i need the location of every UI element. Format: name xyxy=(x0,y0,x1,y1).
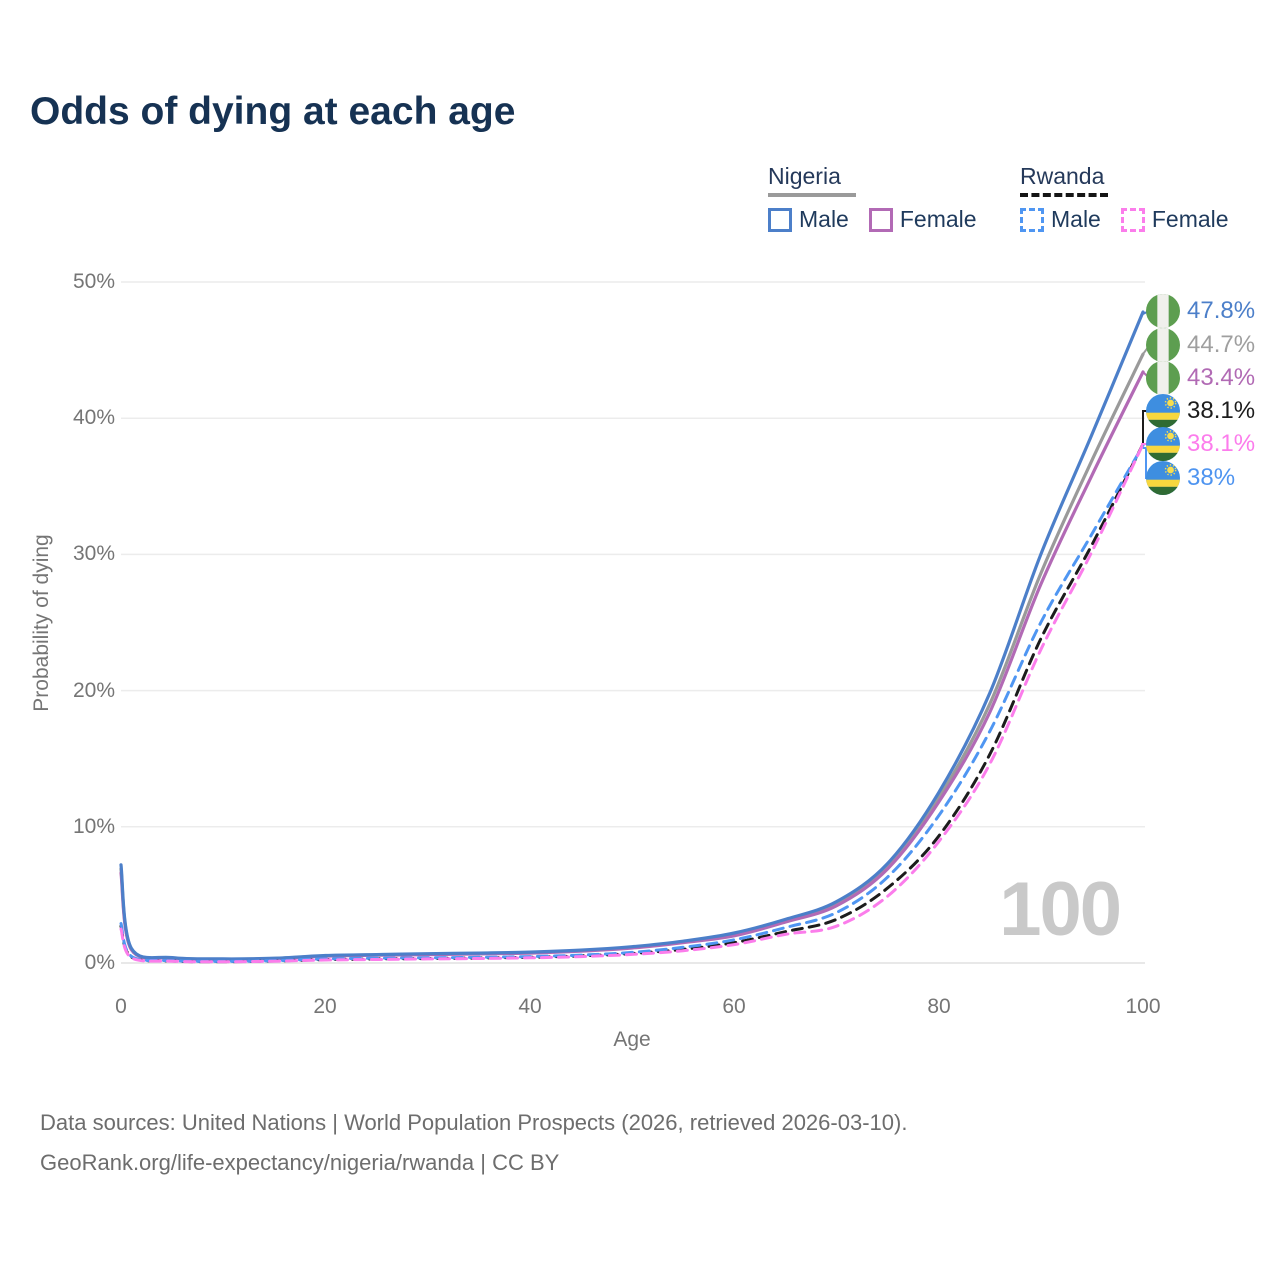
legend-country-rwanda: Rwanda xyxy=(1020,163,1105,189)
x-tick-40: 40 xyxy=(518,995,542,1018)
data-sources-text: Data sources: United Nations | World Pop… xyxy=(40,1110,908,1135)
y-tick-40: 40% xyxy=(72,406,115,429)
end-label-value: 47.8% xyxy=(1187,297,1256,324)
legend-country-nigeria: Nigeria xyxy=(768,163,841,189)
end-label-row: 38% xyxy=(1146,461,1235,495)
nigeria-female-swatch-icon xyxy=(868,207,893,232)
legend-item-nigeria-female[interactable]: Female xyxy=(868,206,977,233)
legend-label: Female xyxy=(899,206,977,232)
x-tick-60: 60 xyxy=(722,995,746,1018)
rwanda-male-swatch-icon xyxy=(1020,207,1044,232)
end-label-value: 43.4% xyxy=(1187,364,1256,391)
legend-item-rwanda-female[interactable]: Female xyxy=(1120,206,1229,233)
legend-group-nigeria: Nigeria Male Female xyxy=(768,163,977,233)
nigeria-flag-icon xyxy=(1146,328,1180,362)
end-label-row: 47.8% xyxy=(1146,294,1255,328)
y-tick-0: 0% xyxy=(84,951,115,974)
rwanda-female-swatch-icon xyxy=(1120,207,1145,232)
attribution-link-text: GeoRank.org/life-expectancy/nigeria/rwan… xyxy=(40,1150,560,1175)
x-tick-100: 100 xyxy=(1125,995,1161,1018)
nigeria-line-style-icon xyxy=(768,193,856,197)
legend-item-nigeria-male[interactable]: Male xyxy=(768,206,849,233)
series-line-nigeria-male[interactable] xyxy=(119,310,1145,961)
nigeria-flag-icon xyxy=(1146,361,1180,395)
nigeria-male-swatch-icon xyxy=(768,207,792,232)
end-label-value: 38% xyxy=(1187,464,1236,491)
rwanda-flag-icon xyxy=(1146,427,1180,461)
x-tick-0: 0 xyxy=(115,995,127,1018)
age-counter-watermark: 100 xyxy=(999,867,1122,952)
rwanda-flag-icon xyxy=(1146,394,1180,428)
legend-group-rwanda: Rwanda Male Female xyxy=(1020,163,1229,233)
y-tick-10: 10% xyxy=(72,815,115,838)
end-label-row: 38.1% xyxy=(1146,427,1255,461)
end-label-value: 44.7% xyxy=(1187,331,1256,358)
x-tick-80: 80 xyxy=(927,995,951,1018)
y-tick-50: 50% xyxy=(72,270,115,293)
x-axis-title: Age xyxy=(613,1028,651,1051)
end-label-row: 38.1% xyxy=(1146,394,1255,428)
x-tick-20: 20 xyxy=(313,995,337,1018)
series-line-rwanda-male[interactable] xyxy=(119,443,1145,963)
legend-label: Male xyxy=(1051,206,1101,232)
legend-label: Male xyxy=(799,206,849,232)
y-tick-30: 30% xyxy=(72,542,115,565)
series-line-rwanda-female[interactable] xyxy=(119,442,1145,964)
rwanda-line-style-icon xyxy=(1020,193,1108,197)
page-title: Odds of dying at each age xyxy=(30,90,516,133)
end-label-row: 43.4% xyxy=(1146,361,1255,395)
legend-label: Female xyxy=(1151,206,1229,232)
y-axis-title: Probability of dying xyxy=(30,534,53,712)
rwanda-flag-icon xyxy=(1146,461,1180,495)
end-label-value: 38.1% xyxy=(1187,397,1256,424)
end-label-value: 38.1% xyxy=(1187,430,1256,457)
end-label-row: 44.7% xyxy=(1146,328,1255,362)
nigeria-flag-icon xyxy=(1146,294,1180,328)
legend-item-rwanda-male[interactable]: Male xyxy=(1020,206,1101,233)
y-tick-20: 20% xyxy=(72,679,115,702)
